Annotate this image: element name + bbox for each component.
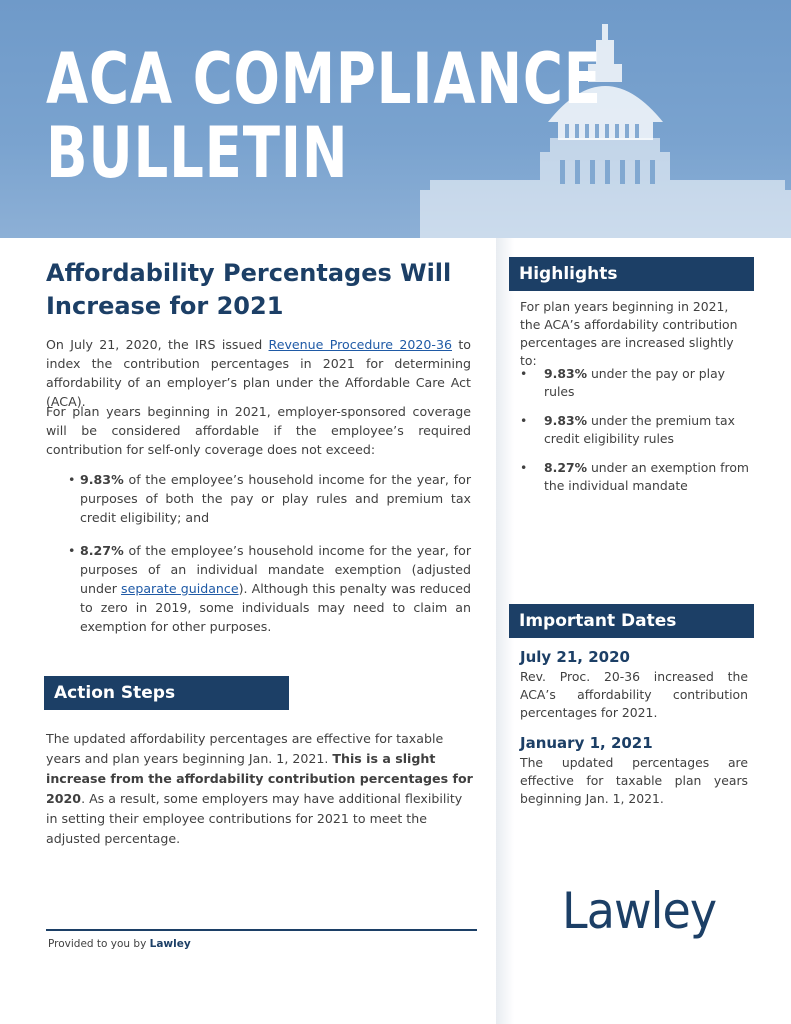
list-item: 8.27% under an exemption from the indivi…	[520, 459, 750, 495]
highlights-intro: For plan years beginning in 2021, the AC…	[520, 299, 738, 368]
capitol-building-illustration	[420, 24, 791, 238]
date-description: Rev. Proc. 20-36 increased the ACA’s aff…	[520, 669, 748, 720]
date-heading: January 1, 2021	[520, 734, 653, 752]
intro-paragraph: On July 21, 2020, the IRS issued Revenue…	[46, 337, 471, 409]
important-dates-heading: Important Dates	[509, 604, 754, 638]
highlights-list: 9.83% under the pay or play rules 9.83% …	[520, 365, 750, 506]
revenue-procedure-link[interactable]: Revenue Procedure 2020-36	[268, 337, 452, 352]
footer-divider	[46, 929, 477, 931]
footer-credit: Provided to you by Lawley	[48, 938, 191, 950]
affordability-bullet-list: 9.83% of the employee’s household income…	[46, 470, 471, 650]
action-steps-heading: Action Steps	[44, 676, 289, 710]
date-description: The updated percentages are effective fo…	[520, 755, 748, 806]
list-item: 9.83% under the pay or play rules	[520, 365, 750, 401]
header-banner: ACA COMPLIANCE BULLETIN	[0, 0, 791, 238]
separate-guidance-link[interactable]: separate guidance	[121, 581, 239, 596]
list-item: 9.83% under the premium tax credit eligi…	[520, 412, 750, 448]
date-heading: July 21, 2020	[520, 648, 630, 666]
list-item: 9.83% of the employee’s household income…	[46, 470, 471, 527]
list-item: 8.27% of the employee’s household income…	[46, 541, 471, 636]
action-steps-paragraph: The updated affordability percentages ar…	[46, 731, 473, 846]
article-title: Affordability Percentages Will Increase …	[46, 259, 452, 320]
highlights-heading: Highlights	[509, 257, 754, 291]
bulletin-title: ACA COMPLIANCE BULLETIN	[46, 38, 602, 194]
coverage-paragraph: For plan years beginning in 2021, employ…	[46, 404, 471, 457]
lawley-logo: Lawley	[562, 882, 717, 940]
